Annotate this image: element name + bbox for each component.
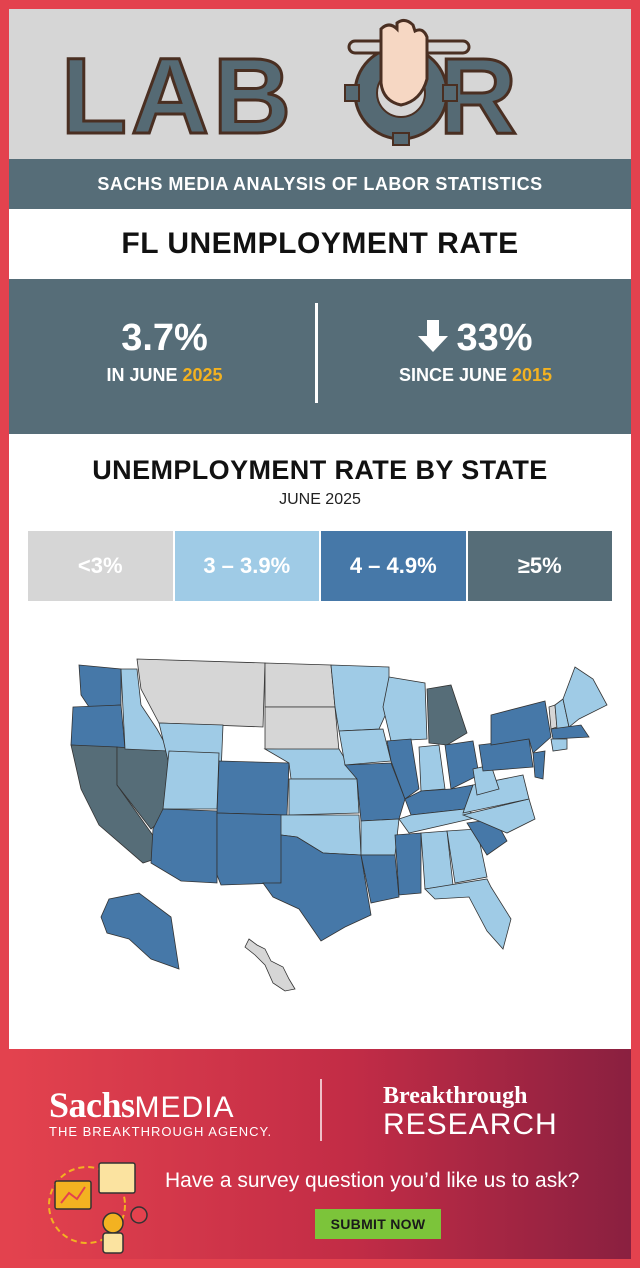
footer-promo: SachsMEDIA THE BREAKTHROUGH AGENCY. Brea… bbox=[9, 1049, 631, 1259]
survey-illustration-icon bbox=[48, 1162, 148, 1254]
stats-panel: 3.7% IN JUNE 2025 33% SINCE JUNE 2015 bbox=[9, 279, 631, 434]
state-wisconsin bbox=[382, 676, 428, 742]
state-hawaii bbox=[244, 938, 296, 992]
stat-change-value-row: 33% bbox=[320, 317, 631, 360]
stat-change-label-year: 2015 bbox=[511, 365, 553, 385]
stat-change-label-prefix: SINCE JUNE bbox=[398, 365, 512, 385]
state-ohio bbox=[444, 740, 480, 790]
state-connecticut bbox=[550, 738, 568, 752]
state-mississippi bbox=[394, 832, 422, 896]
breakthrough-logo-line1: Breakthrough bbox=[383, 1083, 528, 1109]
us-state-map bbox=[70, 658, 608, 992]
gear-fist-icon bbox=[344, 18, 471, 146]
state-minnesota bbox=[330, 664, 390, 732]
state-arkansas bbox=[360, 818, 400, 856]
legend-item-5-plus: ≥5% bbox=[467, 531, 612, 601]
state-south-dakota bbox=[264, 706, 340, 752]
stat-current-value: 3.7% bbox=[121, 317, 208, 359]
state-maine bbox=[562, 666, 608, 728]
state-colorado bbox=[216, 760, 290, 816]
state-michigan bbox=[426, 684, 468, 746]
state-washington bbox=[78, 664, 122, 708]
legend-item-4-to-4-9: 4 – 4.9% bbox=[321, 531, 466, 601]
state-pennsylvania bbox=[478, 738, 534, 772]
state-utah bbox=[162, 750, 220, 810]
stat-change-value: 33% bbox=[456, 317, 533, 359]
stats-divider bbox=[315, 303, 318, 403]
subtitle-text: SACHS MEDIA ANALYSIS OF LABOR STATISTICS bbox=[97, 173, 543, 194]
labor-logo: LAB R bbox=[60, 18, 519, 158]
stat-change-label: SINCE JUNE 2015 bbox=[320, 365, 631, 386]
stat-current-label-year: 2025 bbox=[182, 365, 223, 385]
state-alaska bbox=[100, 892, 180, 970]
sachs-media-logo[interactable]: SachsMEDIA THE BREAKTHROUGH AGENCY. bbox=[49, 1084, 272, 1139]
stat-current-label: IN JUNE 2025 bbox=[9, 365, 320, 386]
subtitle-band: SACHS MEDIA ANALYSIS OF LABOR STATISTICS bbox=[9, 159, 631, 209]
state-illinois bbox=[386, 738, 420, 800]
state-arizona bbox=[150, 808, 218, 884]
sachs-media-tagline: THE BREAKTHROUGH AGENCY. bbox=[49, 1124, 273, 1139]
survey-question-prompt: Have a survey question you’d like us to … bbox=[165, 1169, 580, 1192]
map-legend: <3% 3 – 3.9% 4 – 4.9% ≥5% bbox=[28, 531, 612, 601]
state-texas bbox=[262, 834, 372, 942]
page-title: FL UNEMPLOYMENT RATE bbox=[121, 227, 519, 260]
state-idaho bbox=[120, 668, 170, 752]
state-georgia bbox=[446, 828, 488, 884]
state-massachusetts bbox=[550, 724, 590, 740]
stat-change: 33% SINCE JUNE 2015 bbox=[320, 279, 631, 434]
breakthrough-logo-line2: RESEARCH bbox=[383, 1108, 558, 1141]
sachs-media-logo-name: Sachs bbox=[49, 1085, 135, 1125]
state-montana bbox=[136, 658, 266, 728]
state-louisiana bbox=[360, 854, 400, 904]
state-north-dakota bbox=[264, 662, 336, 708]
labor-logo-text: LAB bbox=[61, 35, 295, 156]
state-new-jersey bbox=[532, 750, 546, 780]
sachs-media-logo-media: MEDIA bbox=[134, 1091, 235, 1124]
arrow-down-icon bbox=[418, 319, 449, 352]
legend-item-below-3: <3% bbox=[28, 531, 173, 601]
stat-current-label-prefix: IN JUNE bbox=[106, 365, 183, 385]
state-indiana bbox=[418, 744, 446, 792]
map-title: UNEMPLOYMENT RATE BY STATE bbox=[92, 455, 548, 485]
submit-now-button[interactable]: SUBMIT NOW bbox=[315, 1209, 441, 1239]
state-new-mexico bbox=[216, 812, 286, 886]
state-florida bbox=[424, 878, 512, 950]
labor-hero-banner: LAB R bbox=[9, 9, 631, 159]
footer-divider bbox=[320, 1079, 322, 1141]
state-kansas bbox=[288, 778, 360, 816]
state-iowa bbox=[338, 728, 392, 766]
map-subtitle: JUNE 2025 bbox=[279, 491, 361, 508]
state-oregon bbox=[70, 704, 126, 750]
legend-item-3-to-3-9: 3 – 3.9% bbox=[174, 531, 319, 601]
breakthrough-research-logo[interactable]: Breakthrough RESEARCH bbox=[383, 1083, 558, 1142]
stat-current-rate: 3.7% IN JUNE 2025 bbox=[9, 279, 320, 434]
